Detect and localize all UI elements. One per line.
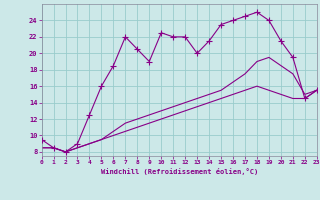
- X-axis label: Windchill (Refroidissement éolien,°C): Windchill (Refroidissement éolien,°C): [100, 168, 258, 175]
